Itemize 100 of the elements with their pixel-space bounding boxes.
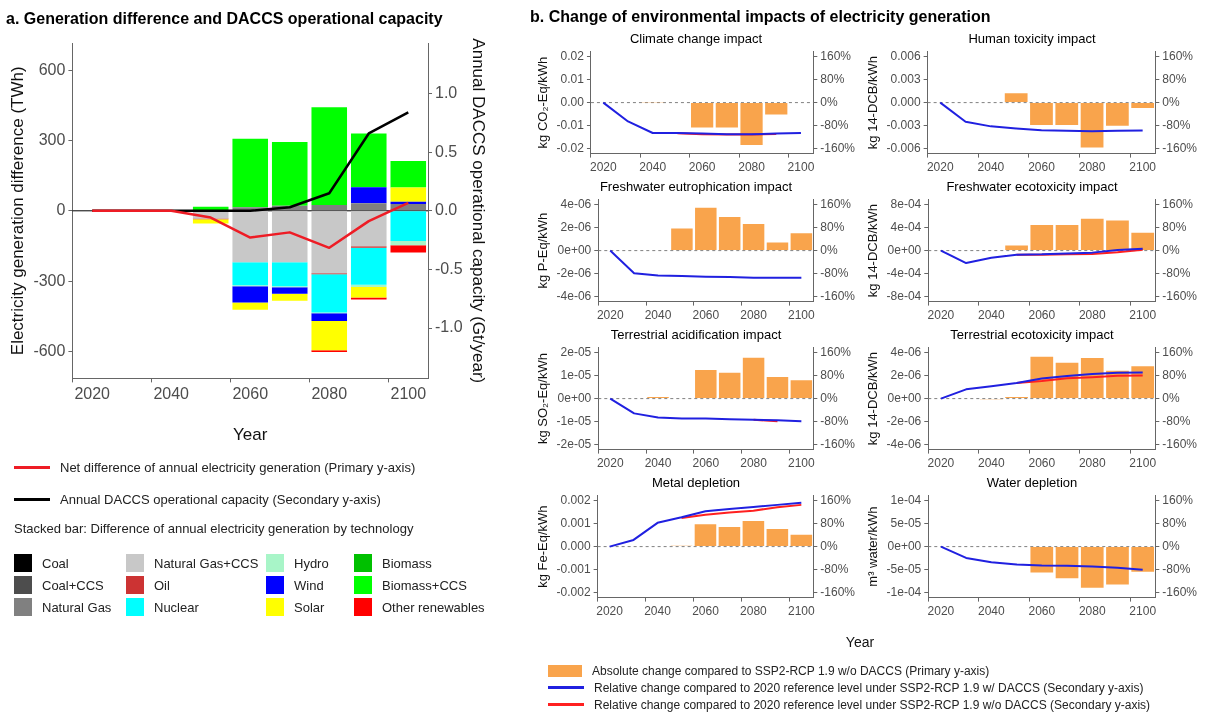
y-tick-label: -1e-05 <box>556 414 592 429</box>
x-tick-label: 2060 <box>1028 160 1056 175</box>
y-tick-label: 1e-04 <box>890 492 922 507</box>
y2-tick-label: 80% <box>820 71 845 86</box>
y-tick-label: 5e-05 <box>890 515 922 530</box>
x-tick-label: 2040 <box>644 604 672 619</box>
chart-title: Metal depletion <box>651 475 741 491</box>
legend-label: Solar <box>294 599 325 615</box>
y-tick-label: 0.000 <box>890 94 921 109</box>
x-tick-label: 2080 <box>740 308 768 323</box>
y-tick-label: 0 <box>56 201 66 219</box>
y2-tick-label: -80% <box>1162 266 1191 281</box>
legend-label: Natural Gas+CCS <box>154 555 259 571</box>
x-tick-label: 2040 <box>153 385 190 403</box>
x-tick-label: 2100 <box>788 308 816 323</box>
y-tick-label: 600 <box>38 60 66 78</box>
legend-label: Relative change compared to 2020 reference level under SSP2-RCP 1.9 w/o DACCS (Secondary y-axis) <box>594 697 1151 712</box>
y2-tick-label: 160% <box>820 492 852 507</box>
y-tick-label: 0e+00 <box>887 390 922 405</box>
legend-label: Other renewables <box>382 599 485 615</box>
x-tick-label: 2100 <box>1129 308 1157 323</box>
y-tick-label: 300 <box>38 130 66 148</box>
x-tick-label: 2080 <box>740 456 768 471</box>
x-tick-label: 2020 <box>927 308 955 323</box>
y-tick-label: -600 <box>33 341 66 359</box>
y-tick-label: 8e-04 <box>890 196 922 211</box>
y-tick-label: 0e+00 <box>887 538 922 553</box>
text: b. Change of environmental impacts of electricity generation <box>530 8 991 26</box>
y-tick-label: -4e-06 <box>556 289 592 304</box>
x-tick-label: 2080 <box>740 604 768 619</box>
y-tick-label: 0.00 <box>560 94 585 109</box>
y2-tick-label: 0% <box>1162 94 1180 109</box>
x-tick-label: 2040 <box>639 160 667 175</box>
x-tick-label: 2020 <box>596 308 624 323</box>
x-tick-label: 2060 <box>1028 604 1056 619</box>
legend-label: Relative change compared to 2020 reference level under SSP2-RCP 1.9 w/ DACCS (Secondary y-axis) <box>594 680 1144 695</box>
y2-tick-label: -160% <box>820 585 856 600</box>
y-tick-label: -2e-06 <box>886 414 922 429</box>
chart-title: Freshwater eutrophication impact <box>599 179 793 195</box>
y2-tick-label: 160% <box>820 196 852 211</box>
x-tick-label: 2020 <box>596 456 624 471</box>
x-axis-title: Year <box>845 634 875 650</box>
x-tick-label: 2100 <box>1129 604 1157 619</box>
x-tick-label: 2060 <box>692 456 720 471</box>
x-tick-label: 2100 <box>1129 456 1157 471</box>
chart-title: Terrestrial ecotoxicity impact <box>950 327 1115 343</box>
y2-tick-label: -1.0 <box>435 318 463 336</box>
y-tick-label: 1e-05 <box>560 367 592 382</box>
y-tick-label: -4e-06 <box>886 437 922 452</box>
x-tick-label: 2100 <box>390 385 427 403</box>
y2-tick-label: 80% <box>1162 515 1187 530</box>
y2-tick-label: -160% <box>820 437 856 452</box>
y-tick-label: 0e+00 <box>557 242 592 257</box>
y-axis-title: kg SO₂-Eq/kWh <box>535 353 551 445</box>
y2-tick-label: 0% <box>1162 242 1180 257</box>
y2-tick-label: 0% <box>820 242 838 257</box>
y-axis-title: kg 14-DCB/kWh <box>865 352 881 446</box>
y2-tick-label: -80% <box>820 266 849 281</box>
x-tick-label: 2100 <box>787 604 815 619</box>
legend-label: Nuclear <box>154 599 199 615</box>
legend-label: Biomass <box>382 555 432 571</box>
y-tick-label: -0.006 <box>886 141 921 156</box>
y2-tick-label: 1.0 <box>435 84 458 101</box>
y-tick-label: 4e-06 <box>890 344 922 359</box>
y-tick-label: -1e-04 <box>886 585 922 600</box>
x-tick-label: 2020 <box>927 456 955 471</box>
y-tick-label: -0.01 <box>556 118 585 133</box>
y2-tick-label: 0% <box>1162 390 1180 405</box>
y-axis-title: Electricity generation difference (TWh) <box>7 66 27 356</box>
legend-label: Net difference of annual electricity generation (Primary y-axis) <box>60 459 416 475</box>
y-tick-label: -8e-04 <box>886 289 922 304</box>
x-tick-label: 2100 <box>788 456 816 471</box>
x-tick-label: 2020 <box>596 604 624 619</box>
y-tick-label: 4e-06 <box>560 196 592 211</box>
x-tick-label: 2020 <box>74 385 111 403</box>
y2-tick-label: 160% <box>1162 492 1194 507</box>
legend-title: Stacked bar: Difference of annual electricity generation by technology <box>14 520 415 538</box>
y2-tick-label: 0% <box>1162 538 1180 553</box>
x-tick-label: 2080 <box>1078 160 1106 175</box>
legend-label: Oil <box>154 577 170 593</box>
y2-tick-label: -80% <box>820 118 849 133</box>
x-tick-label: 2080 <box>1078 308 1106 323</box>
x-tick-label: 2020 <box>926 160 954 175</box>
y2-tick-label: 160% <box>1162 196 1194 211</box>
legend-label: Annual DACCS operational capacity (Secondary y-axis) <box>60 491 381 507</box>
y-tick-label: 0.000 <box>560 538 591 553</box>
y-tick-label: -0.02 <box>556 141 585 156</box>
y2-tick-label: 0% <box>820 390 838 405</box>
x-tick-label: 2100 <box>1129 160 1157 175</box>
y2-tick-label: -160% <box>1162 585 1198 600</box>
x-tick-label: 2040 <box>644 308 672 323</box>
chart-title: Freshwater ecotoxicity impact <box>946 179 1118 195</box>
chart-title: Human toxicity impact <box>968 31 1096 47</box>
legend-label: Coal <box>42 555 69 571</box>
y-axis-title: kg Fe-Eq/kWh <box>535 505 551 588</box>
legend-label: Absolute change compared to SSP2-RCP 1.9 w/o DACCS (Primary y-axis) <box>592 663 990 678</box>
y2-tick-label: 0% <box>820 94 838 109</box>
legend-label: Natural Gas <box>42 599 112 615</box>
y2-tick-label: 80% <box>1162 71 1187 86</box>
x-tick-label: 2060 <box>692 604 720 619</box>
